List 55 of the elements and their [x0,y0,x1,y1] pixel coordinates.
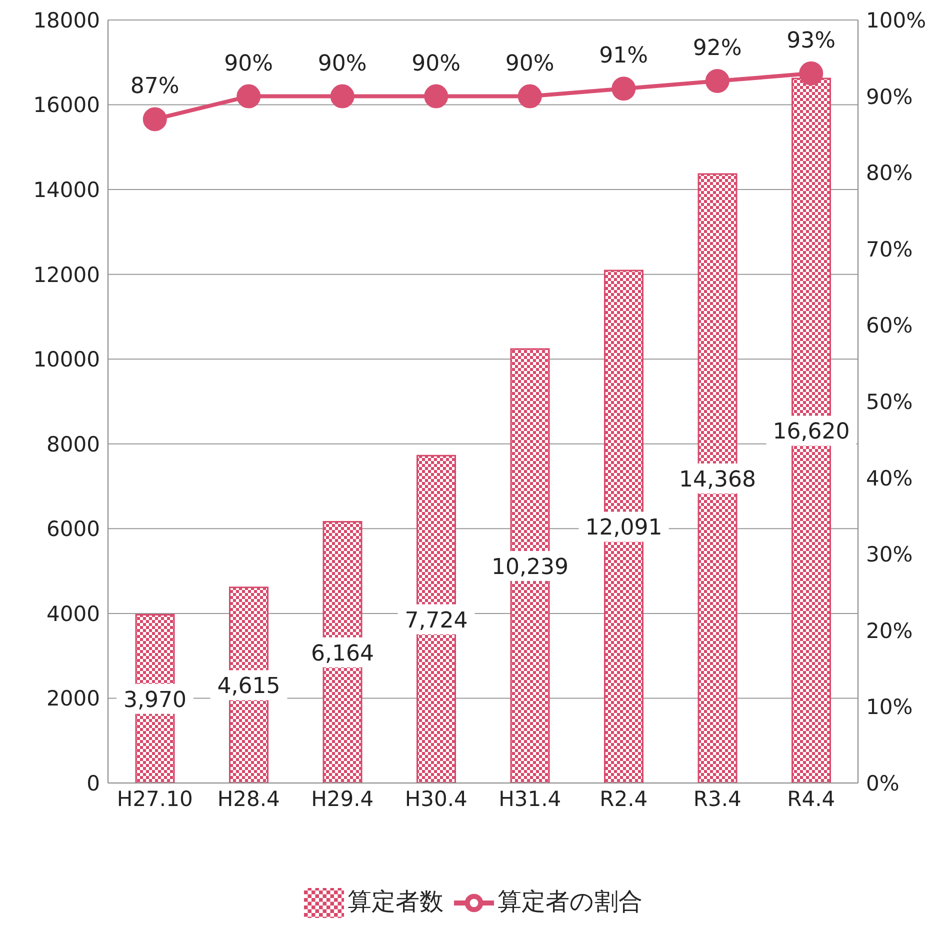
y2-tick-label: 30% [866,542,913,567]
y2-tick-label: 0% [866,771,900,796]
y-tick-label: 4000 [46,602,100,626]
y2-tick-label: 50% [866,390,913,414]
data-label: 10,239 [492,554,568,580]
y2-tick-label: 40% [866,466,913,490]
data-label: 7,724 [404,608,468,634]
y-tick-label: 16000 [33,93,100,118]
point [330,84,354,108]
data-label: 14,368 [679,467,756,492]
point [799,61,824,86]
data-label: 16,620 [772,420,850,445]
point [236,84,261,108]
y-tick-label: 14000 [33,178,100,202]
y2-tick-label: 70% [866,237,913,262]
y2-tick-label: 20% [866,618,913,643]
point [142,107,167,132]
x-tick-label: H28.4 [217,786,280,811]
data-label: 12,091 [585,516,662,541]
y-tick-label: 12000 [33,262,100,287]
x-tick-label: R3.4 [693,786,742,811]
point [612,76,636,101]
x-tick-label: H31.4 [498,786,562,811]
y-tick-label: 2000 [46,686,100,711]
data-label: 92% [692,36,742,62]
data-label: 90% [224,51,274,76]
y2-tick-label: 10% [866,695,913,720]
x-tick-label: H27.10 [116,786,193,811]
x-tick-label: H30.4 [404,786,468,811]
y-tick-label: 10000 [33,348,100,372]
y-tick-label: 6000 [46,517,100,542]
data-label: 91% [599,44,648,69]
x-tick-label: R4.4 [787,786,836,811]
data-label: 93% [786,28,836,54]
y2-tick-label: 80% [866,161,913,186]
data-label: 90% [505,51,554,76]
data-label: 87% [130,74,180,100]
y-tick-label: 8000 [46,432,100,456]
data-label: 3,970 [124,688,186,713]
data-label: 4,615 [217,674,280,700]
point [705,69,730,94]
y2-tick-label: 100% [866,8,926,32]
legend-label: 算定者数 [348,888,444,916]
y-tick-label: 0 [86,771,100,796]
point [518,84,542,108]
data-label: 90% [318,51,367,76]
point [424,84,448,108]
data-label: 90% [412,51,461,76]
data-label: 6,164 [311,641,374,666]
legend-label: 算定者の割合 [498,888,642,916]
y2-tick-label: 90% [866,84,913,109]
y-tick-label: 18000 [33,8,100,32]
y2-tick-label: 60% [866,314,913,338]
x-tick-label: R2.4 [600,786,648,811]
x-tick-label: H29.4 [311,786,374,811]
